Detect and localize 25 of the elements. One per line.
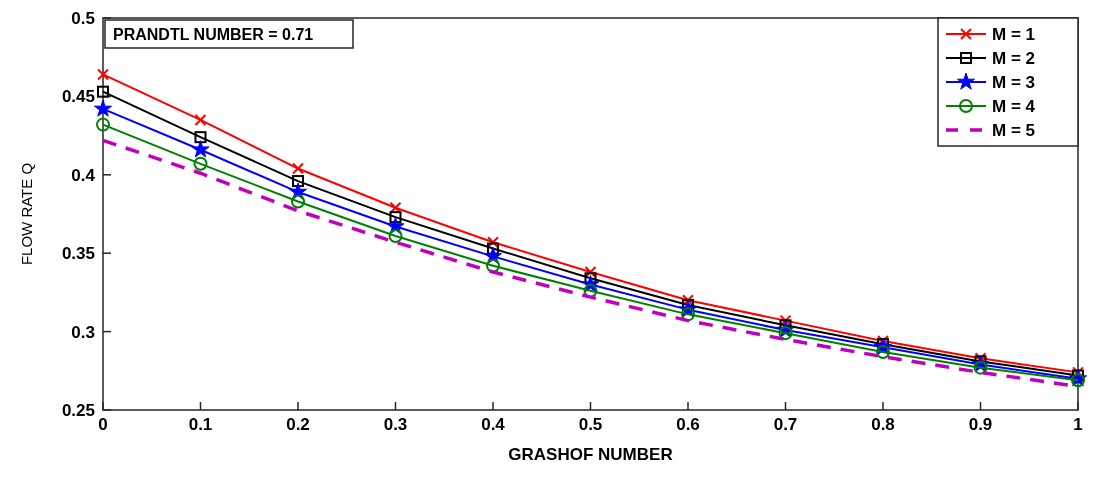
- x-tick-label: 0: [98, 415, 108, 434]
- y-axis-title: FLOW RATE Q: [18, 162, 35, 266]
- legend-label: M = 1: [992, 25, 1035, 44]
- x-tick-label: 1: [1073, 415, 1083, 434]
- x-tick-label: 0.8: [871, 415, 895, 434]
- x-tick-label: 0.2: [286, 415, 310, 434]
- x-tick-label: 0.9: [968, 415, 993, 434]
- legend-label: M = 2: [992, 49, 1035, 68]
- legend-label: M = 4: [992, 97, 1036, 116]
- legend-label: M = 3: [992, 73, 1035, 92]
- x-tick-label: 0.3: [383, 415, 408, 434]
- y-tick-label: 0.25: [61, 401, 95, 420]
- legend-label: M = 5: [992, 121, 1035, 140]
- y-tick-label: 0.35: [61, 244, 95, 264]
- y-tick-label: 0.5: [71, 9, 95, 28]
- x-tick-label: 0.4: [481, 415, 506, 434]
- x-tick-label: 0.1: [188, 415, 213, 434]
- x-axis-title: GRASHOF NUMBER: [508, 445, 673, 464]
- y-tick-label: 0.45: [61, 87, 95, 107]
- x-tick-label: 0.7: [773, 415, 798, 434]
- annotation: PRANDTL NUMBER = 0.71: [113, 26, 314, 43]
- x-tick-label: 0.5: [578, 415, 603, 434]
- y-tick-label: 0.4: [71, 165, 96, 185]
- x-tick-label: 0.6: [676, 415, 700, 434]
- y-tick-label: 0.3: [71, 322, 95, 342]
